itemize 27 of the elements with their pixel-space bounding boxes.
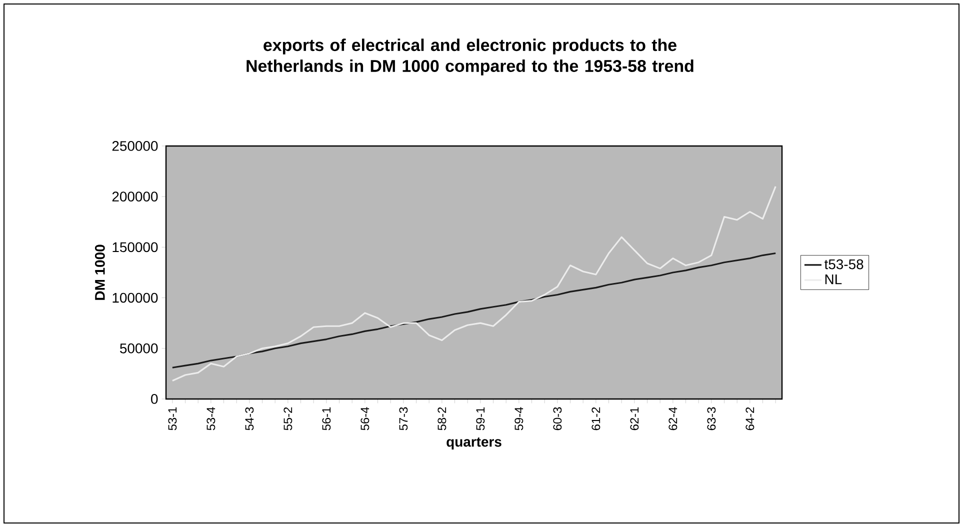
chart-title: exports of electrical and electronic products to the Netherlands in DM 1000 compared to the 1953-58 trend (246, 38, 694, 76)
x-tick-label: 56-4 (360, 407, 370, 430)
x-tick-label: 64-2 (746, 407, 754, 430)
x-tick-label: 53-4 (206, 407, 216, 430)
x-tick-label: 62-4 (668, 407, 678, 430)
x-tick-label: 61-2 (592, 407, 600, 430)
x-tick-label: 55-2 (284, 407, 292, 430)
x-tick-label: 59-4 (514, 407, 524, 430)
x-tick-label: 63-3 (707, 407, 716, 430)
y-tick-label: 200000 (112, 192, 158, 202)
x-tick-label: 62-1 (630, 407, 639, 430)
x-tick-label: 54-3 (245, 407, 254, 430)
y-tick-label: 150000 (112, 242, 158, 252)
legend-label: NL (825, 274, 842, 284)
x-tick-label: 60-3 (553, 407, 562, 430)
y-tick-label: 100000 (112, 292, 158, 303)
x-tick-label: 59-1 (476, 407, 485, 430)
legend-label: t53-58 (824, 259, 864, 270)
x-tick-label: 53-1 (168, 407, 177, 430)
x-tick-label: 58-2 (438, 407, 446, 430)
y-tick-label: 250000 (112, 141, 158, 151)
y-axis-title: DM 1000 (94, 244, 105, 300)
y-tick-label: 0 (151, 394, 158, 404)
y-tick-label: 50000 (120, 343, 158, 354)
x-axis-title: quarters (446, 438, 502, 450)
x-tick-label: 56-1 (322, 407, 331, 430)
x-tick-label: 57-3 (399, 407, 408, 430)
